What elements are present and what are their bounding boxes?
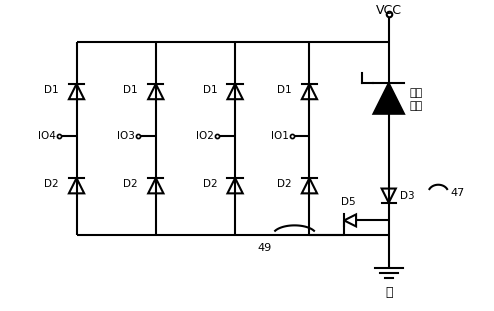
Text: D1: D1 — [203, 85, 217, 95]
Text: 地: 地 — [385, 286, 392, 299]
Text: 49: 49 — [258, 243, 272, 253]
Text: IO2: IO2 — [197, 131, 214, 141]
Text: 47: 47 — [450, 188, 464, 198]
Text: D2: D2 — [44, 179, 59, 189]
Text: 单元: 单元 — [410, 101, 423, 111]
Text: D2: D2 — [277, 179, 291, 189]
Text: D1: D1 — [124, 85, 138, 95]
Text: D5: D5 — [341, 197, 355, 207]
Text: IO4: IO4 — [38, 131, 56, 141]
Text: 钓位: 钓位 — [410, 88, 423, 98]
Text: D2: D2 — [124, 179, 138, 189]
Text: D1: D1 — [277, 85, 291, 95]
Text: D1: D1 — [44, 85, 59, 95]
Text: VCC: VCC — [376, 4, 402, 17]
Text: D3: D3 — [400, 191, 414, 201]
Text: D2: D2 — [203, 179, 217, 189]
Polygon shape — [373, 83, 404, 114]
Text: IO1: IO1 — [271, 131, 288, 141]
Text: IO3: IO3 — [117, 131, 135, 141]
